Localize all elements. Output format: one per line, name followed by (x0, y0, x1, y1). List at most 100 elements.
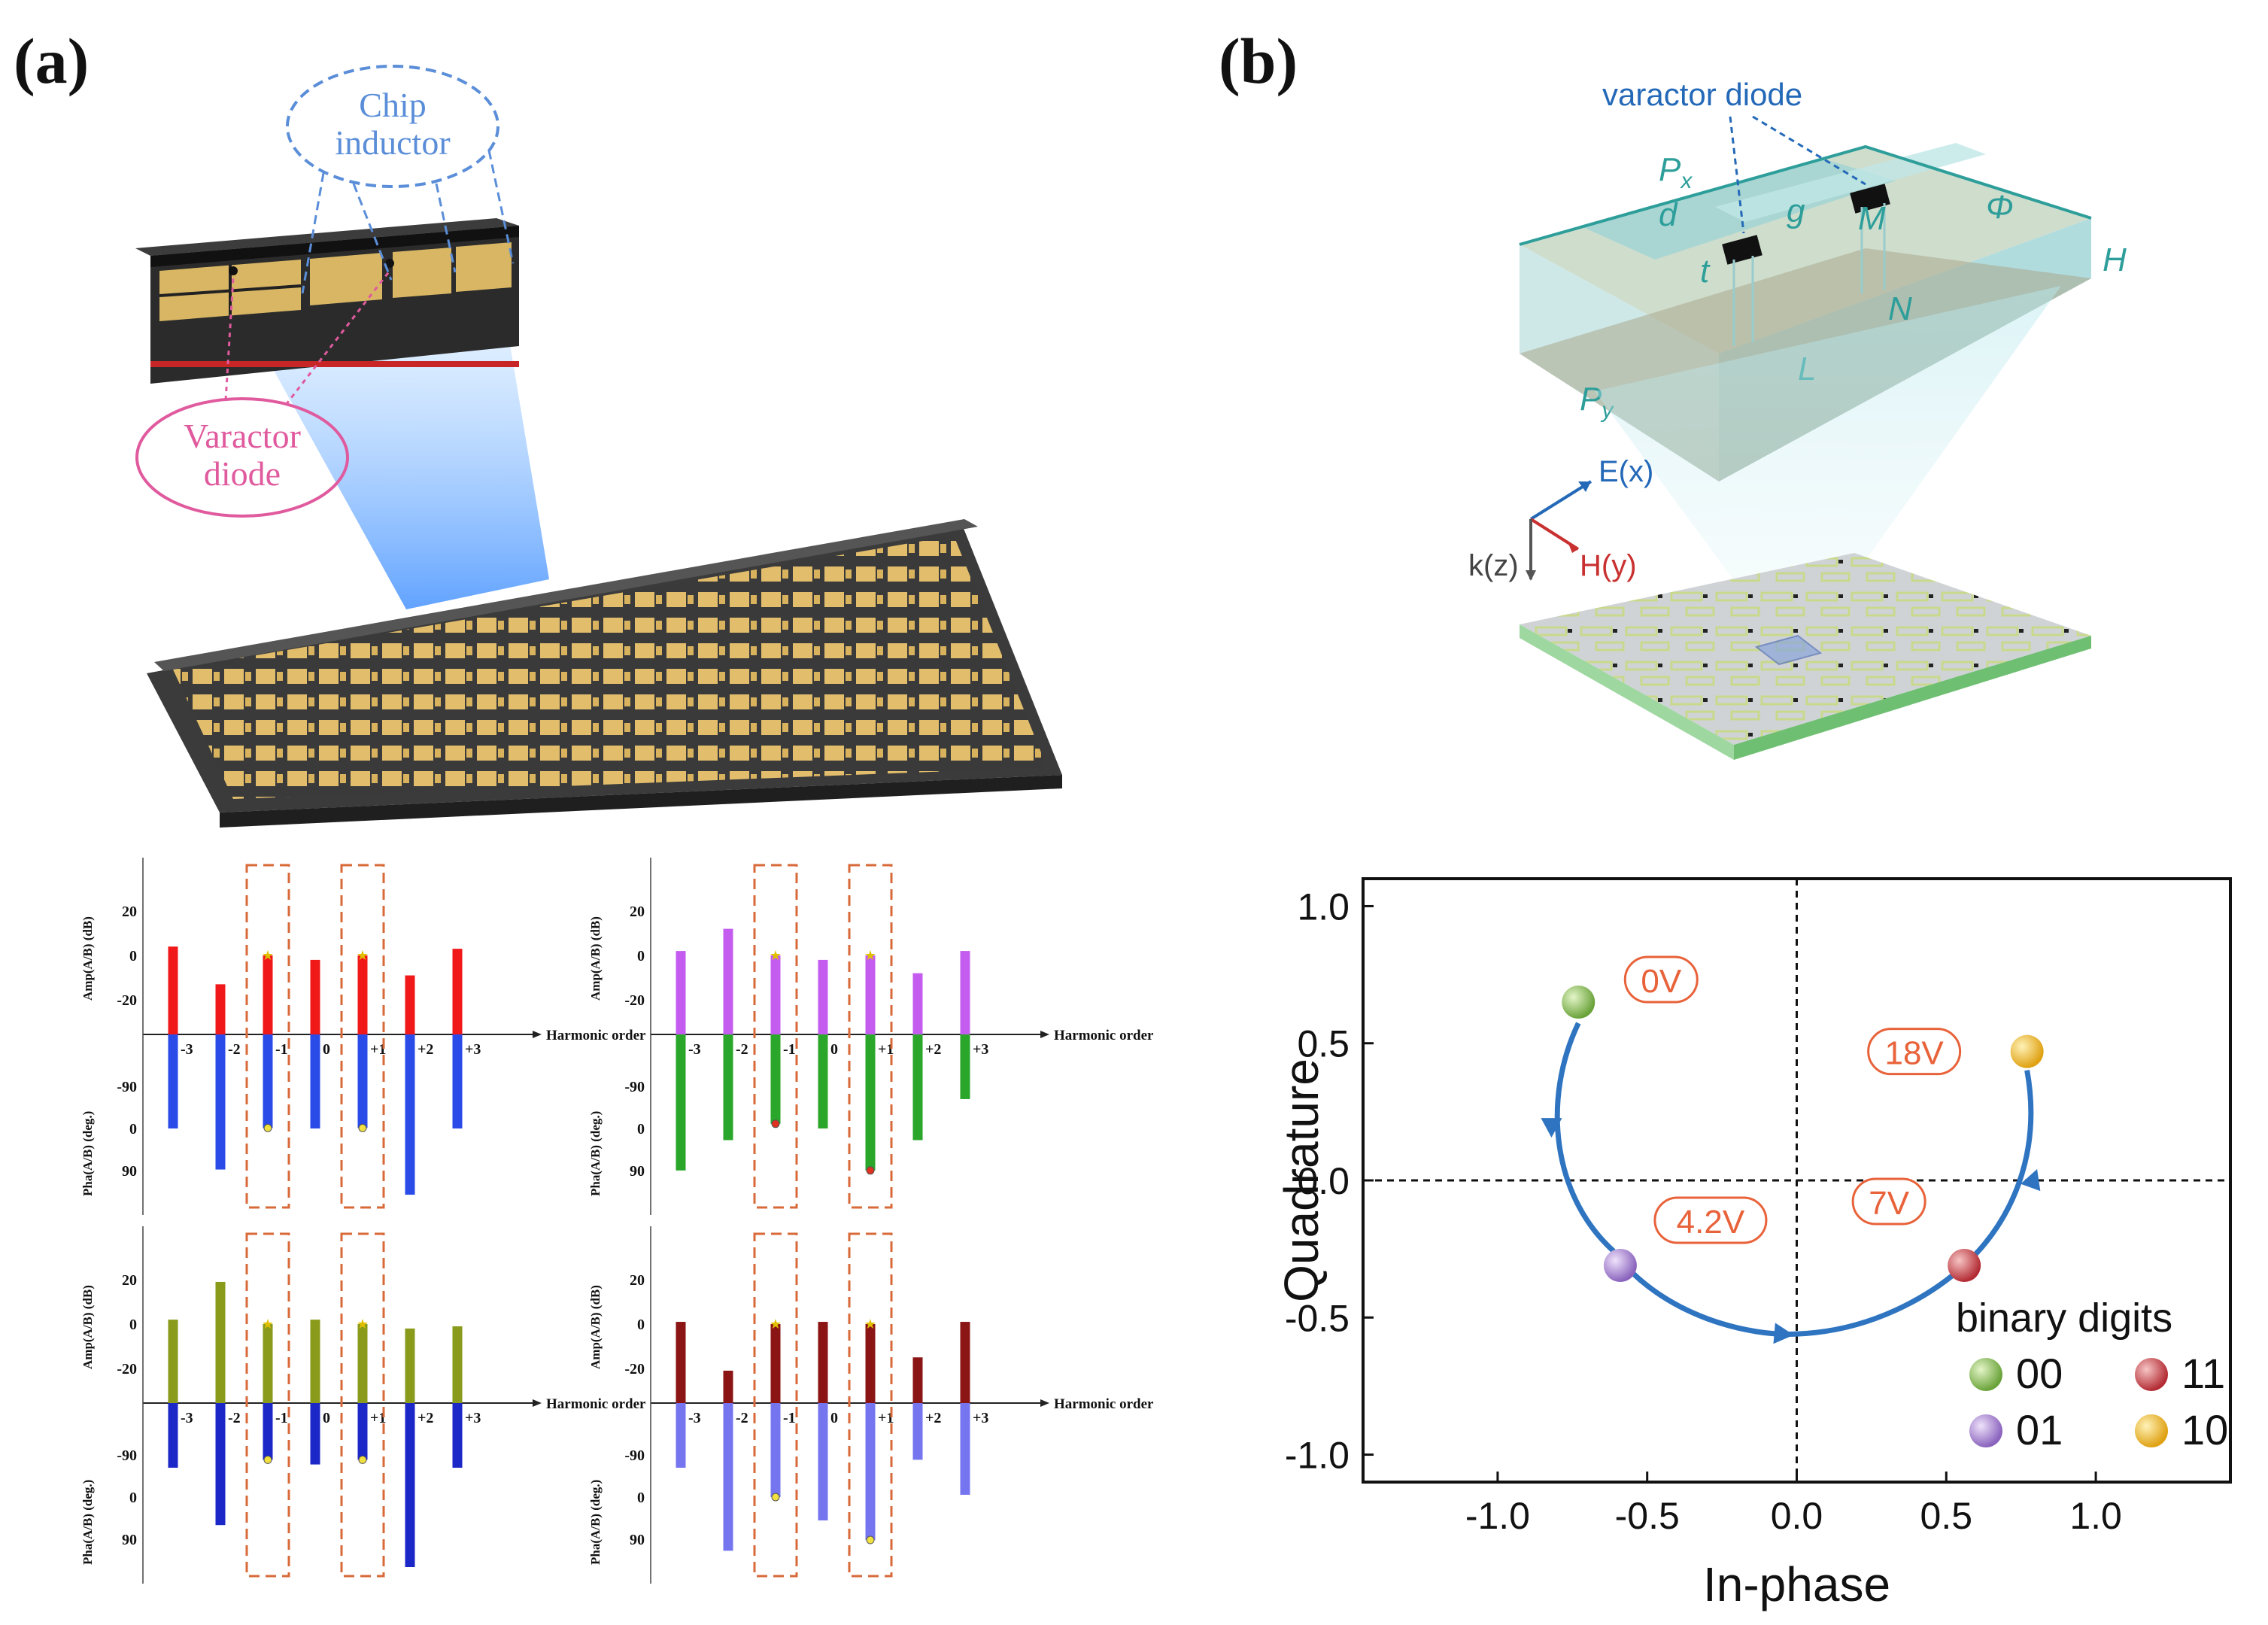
order-tick-label: +3 (973, 1041, 988, 1058)
voltage-badge (1851, 1177, 1926, 1226)
amp-tick-label: 20 (122, 1272, 137, 1289)
pha-bar (452, 1034, 463, 1128)
pha-bar (865, 1403, 876, 1541)
order-tick-label: -1 (783, 1041, 796, 1058)
amp-bar (357, 1324, 368, 1403)
voltage-badge (1623, 955, 1699, 1004)
highlight-box (848, 1232, 893, 1578)
highlight-box (340, 864, 385, 1209)
chip-inductor-line2: inductor (335, 123, 450, 162)
order-tick-label: -2 (228, 1041, 241, 1058)
star-marker: ★ (357, 1317, 369, 1332)
order-tick-label: -3 (181, 1041, 193, 1058)
amp-bar (405, 975, 415, 1034)
zoom-beam-b (1595, 286, 2061, 647)
pha-bar (723, 1403, 733, 1551)
y-tick-label: 0.0 (1297, 1160, 1350, 1202)
pha-bar (770, 1403, 781, 1497)
amp-tick-label: 0 (129, 948, 137, 964)
highlight-box (340, 1232, 385, 1578)
y-tick-label: -0.5 (1285, 1297, 1350, 1339)
pha-tick-label: -90 (117, 1447, 137, 1464)
harmonic-chart-00: Harmonic order Amp(A/B) (dB) Pha(A/B) (deg… (80, 858, 646, 1215)
legend-label: 01 (2016, 1406, 2063, 1453)
amp-tick-label: 20 (630, 1272, 645, 1289)
state-point-01 (1603, 1249, 1637, 1283)
pha-tick-label: -90 (624, 1079, 645, 1095)
pha-tick-label: 90 (630, 1532, 645, 1548)
harmonic-axis-arrow (1040, 1031, 1049, 1038)
dim-d: d (1659, 196, 1678, 233)
amp-bar (263, 1324, 273, 1403)
star-marker: ★ (262, 1317, 274, 1332)
order-tick-label: 0 (323, 1410, 330, 1426)
varactor-diode-label-b: varactor diode (1602, 77, 1802, 112)
pha-bar (263, 1403, 273, 1460)
star-marker: ★ (864, 948, 876, 963)
pha-tick-label: 90 (122, 1163, 137, 1180)
diamond-marker (263, 1455, 272, 1464)
order-tick-label: -2 (736, 1041, 748, 1058)
metasurface-board-b (1520, 553, 2091, 760)
order-tick-label: 0 (323, 1041, 330, 1058)
amp-tick-label: -20 (117, 1361, 137, 1377)
voltage-label: 0V (1641, 963, 1681, 1000)
order-tick-label: +2 (925, 1410, 941, 1426)
pha-tick-label: 90 (122, 1532, 137, 1548)
amp-tick-label: -20 (624, 1361, 645, 1377)
amp-tick-label: -20 (117, 992, 137, 1009)
order-tick-label: -3 (688, 1041, 701, 1058)
amp-axis-label: Amp(A/B) (dB) (588, 916, 603, 1001)
star-marker: ★ (357, 948, 369, 963)
chip-inductor-callout: Chip inductor (286, 65, 515, 294)
amp-tick-label: -20 (624, 992, 645, 1009)
harmonic-chart-11: Harmonic order Amp(A/B) (dB) Pha(A/B) (deg… (80, 1226, 646, 1584)
star-marker: ★ (864, 1317, 876, 1332)
amp-bar (263, 955, 273, 1034)
dim-g: g (1787, 193, 1805, 229)
pha-bar (405, 1403, 415, 1567)
amp-bar (865, 1324, 876, 1403)
diamond-marker (263, 1123, 272, 1132)
harmonic-chart-10: Harmonic order Amp(A/B) (dB) Pha(A/B) (deg… (588, 1226, 1154, 1584)
amp-bar (452, 949, 463, 1034)
harmonic-charts: Harmonic order Amp(A/B) (dB) Pha(A/B) (deg… (80, 858, 1154, 1584)
order-tick-label: -2 (736, 1410, 748, 1426)
order-tick-label: 0 (830, 1041, 838, 1058)
pha-bar (912, 1034, 923, 1141)
amp-bar (452, 1326, 463, 1403)
amp-bar (960, 951, 970, 1034)
amp-bar (405, 1328, 415, 1403)
order-tick-label: +3 (465, 1410, 481, 1426)
legend-marker-01 (1969, 1414, 2002, 1447)
diamond-marker (866, 1535, 875, 1545)
dim-h: H (2103, 241, 2127, 278)
harmonic-axis-arrow (533, 1031, 542, 1038)
pha-axis-label: Pha(A/B) (deg.) (588, 1480, 603, 1565)
harmonic-order-label: Harmonic order (1054, 1396, 1154, 1412)
panel-b-label: (b) (1219, 25, 1298, 97)
legend-label: 11 (2181, 1350, 2225, 1397)
order-tick-label: +3 (973, 1410, 988, 1426)
order-tick-label: +2 (417, 1410, 433, 1426)
amp-bar (310, 1320, 320, 1403)
pha-bar (310, 1034, 320, 1128)
amp-bar (215, 1281, 226, 1403)
varactor-line1: Varactor (184, 417, 301, 455)
state-point-10 (2010, 1034, 2044, 1068)
amp-bar (676, 1322, 686, 1403)
order-tick-label: -1 (783, 1410, 796, 1426)
highlight-box (848, 864, 893, 1209)
highlight-box (753, 864, 798, 1209)
trajectory-arrow (2021, 1168, 2041, 1192)
pha-bar (357, 1034, 368, 1128)
amp-bar (770, 955, 781, 1034)
dim-phi: Φ (1986, 189, 2014, 226)
state-trajectory (1554, 1022, 2034, 1337)
amp-bar (723, 928, 733, 1034)
amp-tick-label: 0 (129, 1317, 137, 1333)
iq-chart: -1.0 -0.5 0.0 0.5 1.0 1.0 0.5 0.0 -0.5 -1.0 In-pha… (1274, 877, 2232, 1611)
diamond-marker (771, 1119, 780, 1128)
star-marker: ★ (770, 1317, 782, 1332)
amp-tick-label: 0 (637, 948, 645, 964)
